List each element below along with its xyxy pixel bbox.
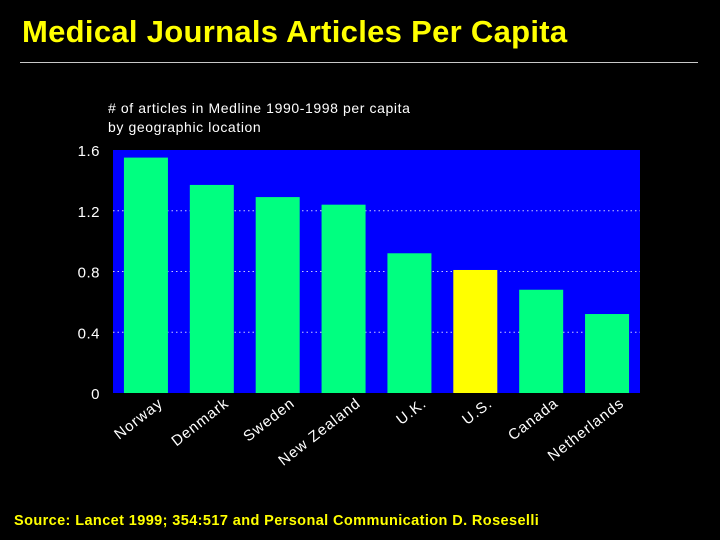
chart-subtitle: # of articles in Medline 1990-1998 per c… (108, 100, 411, 135)
x-tick-label: Sweden (240, 395, 298, 445)
bar-sweden (255, 197, 300, 393)
bar-canada (519, 289, 564, 393)
bar-norway (123, 157, 168, 393)
x-tick-label: Canada (505, 395, 562, 444)
y-tick-label: 0.4 (78, 325, 100, 342)
bar-netherlands (585, 314, 630, 393)
title-divider (20, 62, 698, 63)
y-tick-label: 0 (91, 386, 100, 403)
slide-title: Medical Journals Articles Per Capita (22, 14, 568, 49)
y-tick-label: 0.8 (78, 265, 100, 282)
bar-new-zealand (321, 204, 366, 393)
source-citation: Source: Lancet 1999; 354:517 and Persona… (14, 513, 540, 529)
x-tick-label: Denmark (168, 395, 232, 450)
x-tick-label: Norway (111, 395, 166, 443)
bar-denmark (189, 184, 234, 393)
x-tick-label: U.K. (393, 395, 430, 429)
y-tick-label: 1.6 (78, 143, 100, 160)
bar-u-k (387, 253, 432, 393)
y-tick-label: 1.2 (78, 204, 100, 221)
bar-u-s (453, 269, 498, 393)
x-tick-label: U.S. (459, 395, 496, 429)
